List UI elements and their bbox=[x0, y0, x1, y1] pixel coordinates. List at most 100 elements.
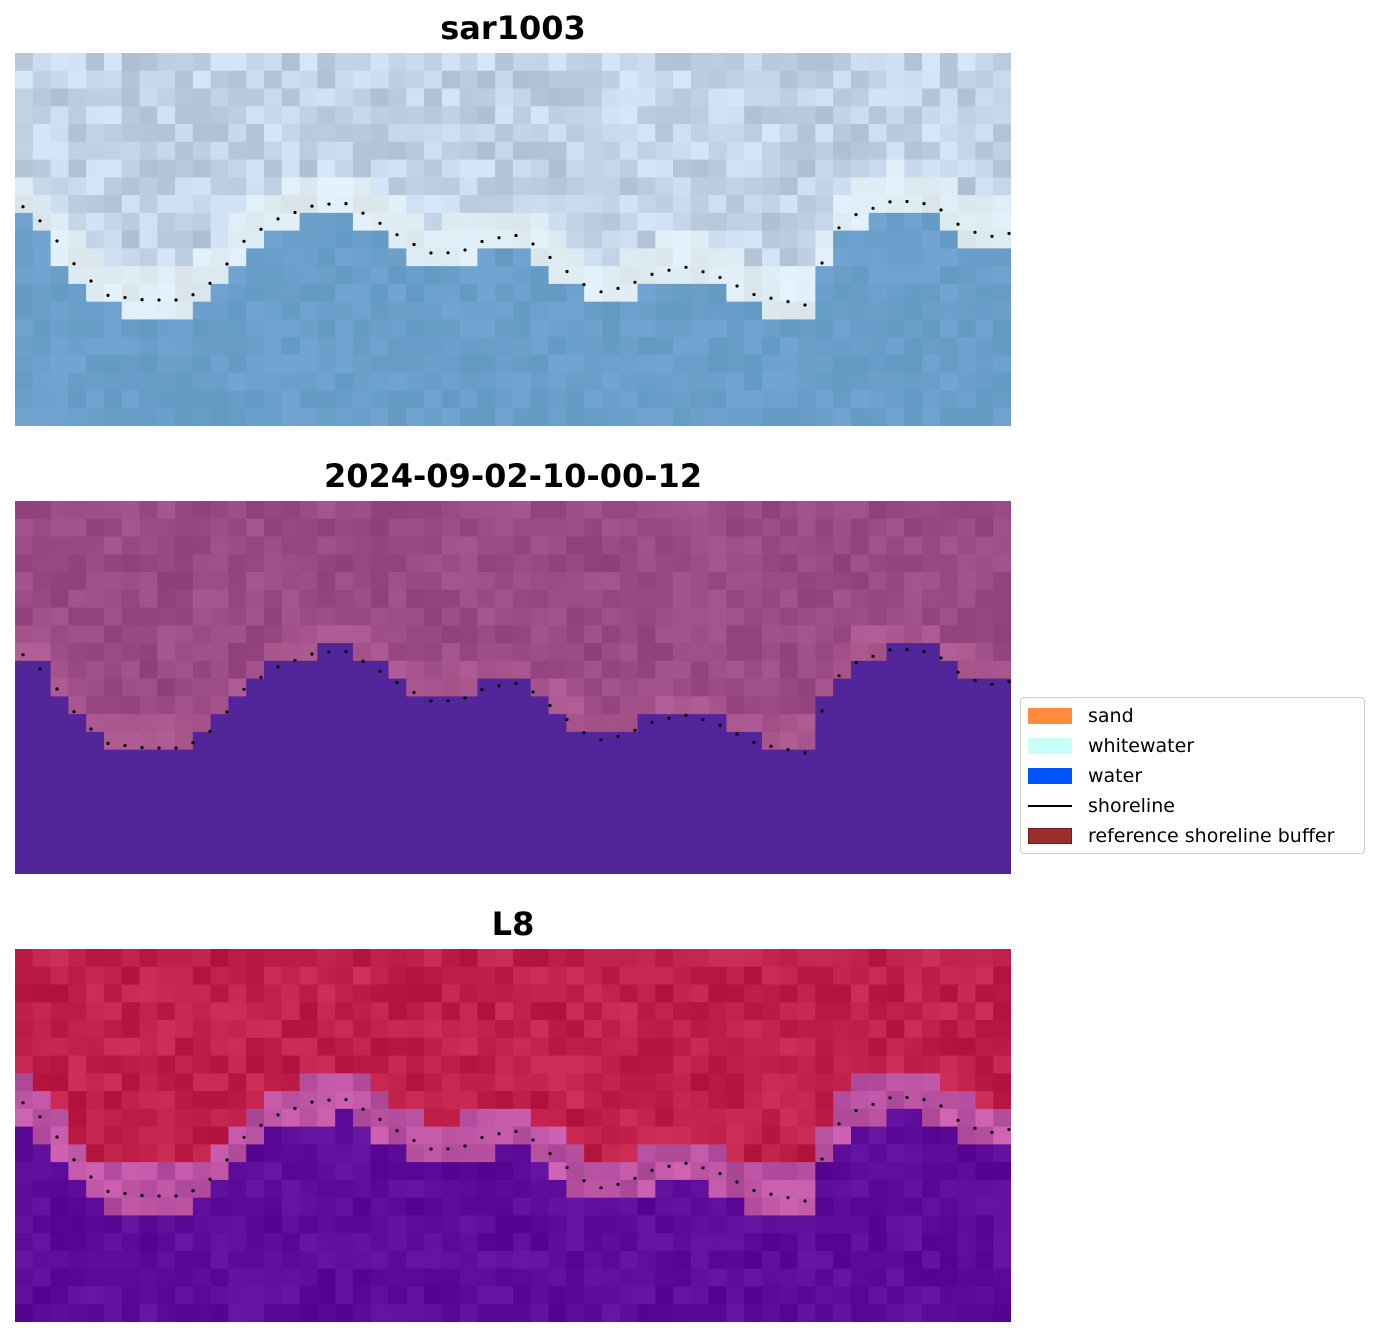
raster-pixel bbox=[868, 820, 888, 840]
raster-pixel bbox=[779, 372, 799, 392]
raster-pixel bbox=[15, 1286, 34, 1305]
raster-pixel bbox=[317, 230, 336, 249]
raster-pixel bbox=[548, 1215, 567, 1234]
raster-pixel bbox=[246, 785, 265, 804]
shoreline-point bbox=[616, 286, 620, 290]
raster-pixel bbox=[15, 106, 34, 125]
raster-pixel bbox=[192, 518, 212, 538]
raster-pixel bbox=[975, 1215, 994, 1234]
raster-pixel bbox=[50, 1020, 69, 1039]
raster-pixel bbox=[513, 1037, 532, 1057]
raster-pixel bbox=[352, 88, 372, 107]
raster-pixel bbox=[32, 696, 52, 715]
raster-pixel bbox=[779, 337, 799, 356]
raster-pixel bbox=[121, 1002, 141, 1021]
shoreline-point bbox=[412, 690, 416, 695]
raster-pixel bbox=[317, 159, 336, 178]
raster-pixel bbox=[957, 141, 977, 161]
raster-pixel bbox=[441, 1144, 461, 1163]
raster-pixel bbox=[690, 749, 710, 769]
raster-pixel bbox=[922, 838, 941, 857]
raster-pixel bbox=[548, 1162, 567, 1181]
raster-pixel bbox=[708, 1215, 728, 1234]
raster-pixel bbox=[922, 731, 941, 751]
raster-pixel bbox=[513, 354, 532, 374]
raster-pixel bbox=[530, 283, 550, 303]
shoreline-point bbox=[344, 202, 348, 206]
raster-pixel bbox=[619, 195, 639, 214]
raster-pixel bbox=[281, 301, 301, 321]
raster-pixel bbox=[335, 195, 354, 214]
raster-pixel bbox=[441, 1037, 461, 1057]
raster-pixel bbox=[139, 354, 158, 374]
raster-pixel bbox=[584, 1197, 603, 1217]
raster-pixel bbox=[904, 88, 923, 107]
raster-pixel bbox=[32, 177, 52, 196]
raster-pixel bbox=[850, 572, 870, 591]
raster-pixel bbox=[121, 372, 141, 392]
raster-pixel bbox=[619, 949, 639, 968]
raster-pixel bbox=[690, 354, 710, 374]
raster-pixel bbox=[601, 212, 621, 232]
raster-pixel bbox=[975, 749, 994, 769]
raster-pixel bbox=[815, 177, 834, 196]
raster-pixel bbox=[690, 1197, 710, 1217]
raster-pixel bbox=[477, 731, 496, 751]
raster-pixel bbox=[370, 301, 390, 321]
raster-pixel bbox=[86, 731, 105, 751]
raster-pixel bbox=[50, 660, 69, 680]
shoreline-point bbox=[225, 1158, 229, 1162]
raster-pixel bbox=[352, 572, 372, 591]
raster-pixel bbox=[228, 1144, 247, 1163]
raster-pixel bbox=[228, 554, 247, 573]
raster-pixel bbox=[157, 301, 176, 321]
raster-pixel bbox=[815, 1037, 834, 1057]
raster-pixel bbox=[121, 124, 141, 143]
raster-pixel bbox=[175, 354, 194, 374]
raster-pixel bbox=[175, 984, 194, 1003]
raster-pixel bbox=[797, 319, 816, 338]
raster-pixel bbox=[86, 1197, 105, 1217]
raster-pixel bbox=[868, 1055, 888, 1074]
raster-pixel bbox=[103, 195, 123, 214]
raster-pixel bbox=[139, 372, 158, 392]
raster-pixel bbox=[584, 1250, 603, 1270]
raster-pixel bbox=[175, 589, 194, 609]
raster-pixel bbox=[495, 301, 514, 321]
raster-pixel bbox=[32, 266, 52, 285]
raster-pixel bbox=[264, 301, 283, 321]
raster-pixel bbox=[939, 678, 959, 697]
raster-pixel bbox=[637, 390, 656, 409]
raster-pixel bbox=[370, 838, 390, 857]
raster-pixel bbox=[388, 1002, 407, 1021]
shoreline-point bbox=[293, 1106, 297, 1111]
raster-pixel bbox=[175, 785, 194, 804]
raster-pixel bbox=[299, 319, 318, 338]
raster-pixel bbox=[637, 1197, 656, 1217]
raster-pixel bbox=[264, 767, 283, 786]
raster-pixel bbox=[655, 390, 674, 409]
raster-pixel bbox=[833, 678, 852, 697]
raster-pixel bbox=[833, 949, 852, 968]
raster-pixel bbox=[833, 554, 852, 573]
raster-pixel bbox=[441, 390, 461, 409]
raster-pixel bbox=[904, 1073, 923, 1092]
raster-pixel bbox=[121, 572, 141, 591]
raster-pixel bbox=[584, 536, 603, 555]
raster-pixel bbox=[264, 248, 283, 267]
raster-pixel bbox=[103, 159, 123, 178]
shoreline-point bbox=[276, 665, 280, 669]
raster-pixel bbox=[477, 838, 496, 857]
raster-pixel bbox=[495, 212, 514, 232]
raster-pixel bbox=[477, 70, 496, 90]
raster-pixel bbox=[299, 248, 318, 267]
raster-pixel bbox=[103, 589, 123, 609]
raster-pixel bbox=[441, 1002, 461, 1021]
raster-pixel bbox=[815, 283, 834, 303]
shoreline-point bbox=[55, 239, 59, 243]
raster-pixel bbox=[904, 643, 923, 662]
raster-pixel bbox=[335, 372, 354, 392]
raster-pixel bbox=[939, 696, 959, 715]
raster-pixel bbox=[815, 966, 834, 986]
raster-pixel bbox=[744, 1091, 763, 1110]
